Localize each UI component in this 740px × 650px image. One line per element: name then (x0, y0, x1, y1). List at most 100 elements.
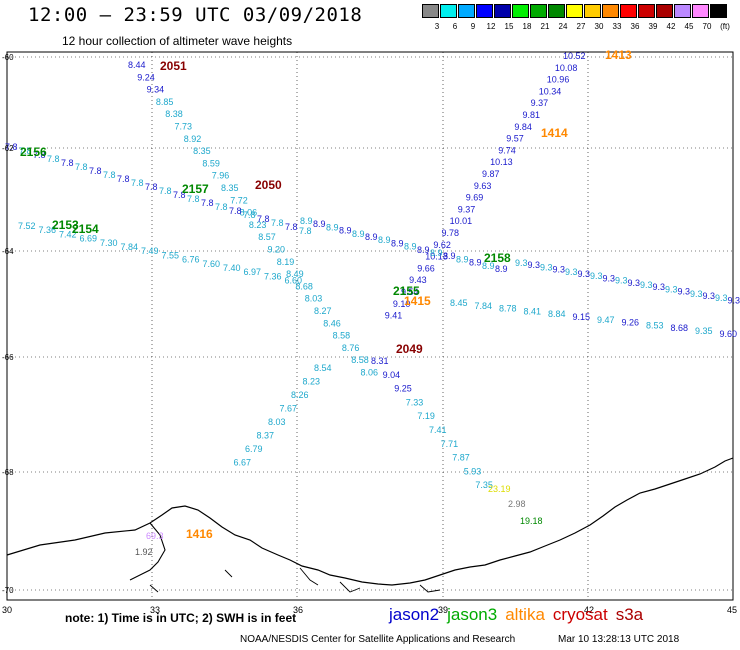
swh-value-dense: 9.3 (565, 267, 578, 277)
swh-value: 7.49 (141, 246, 159, 256)
swh-value-dense: 9.3 (540, 262, 553, 272)
y-tick-label: -68 (2, 468, 14, 477)
swh-value-dense: 7.8 (299, 226, 312, 236)
swh-value: 8.44 (128, 60, 146, 70)
swh-value-dense: 7.8 (5, 142, 18, 152)
legend-jason2: jason2 (389, 605, 440, 624)
swh-value: 8.03 (305, 294, 323, 304)
swh-value-dense: 8.9 (469, 258, 482, 268)
swh-value: 9.62 (433, 240, 451, 250)
map-grid (7, 52, 733, 600)
swh-value-dense: 8.9 (365, 232, 378, 242)
swh-value: 7.73 (175, 122, 193, 132)
colorbar-label: 3 (434, 22, 440, 31)
swh-value: 7.84 (121, 242, 139, 252)
swh-value: 8.19 (277, 257, 295, 267)
generated-timestamp: Mar 10 13:28:13 UTC 2018 (558, 634, 680, 645)
swh-value-dense: 7.8 (131, 178, 144, 188)
axis-tick-labels: 30 33 36 39 42 45 -60 -62 -64 -66 -68 -70 (2, 53, 737, 615)
swh-value: 9.34 (147, 85, 165, 95)
colorbar-swatch (530, 4, 547, 18)
swh-value-dense: 9.3 (615, 276, 628, 286)
swh-value: 9.54 (401, 287, 419, 297)
swh-value-dense: 8.9 (313, 219, 326, 229)
swh-value-dense: 8.9 (300, 216, 313, 226)
swh-value: 8.06 (361, 368, 379, 378)
x-tick-label: 33 (150, 605, 160, 615)
swh-value: 7.67 (280, 404, 298, 414)
swh-value-dense: 7.8 (61, 158, 74, 168)
swh-value-dense: 8.9 (352, 229, 365, 239)
legend-s3a: s3a (615, 605, 644, 624)
swh-value: 9.20 (268, 245, 286, 255)
swh-value: 9.25 (394, 384, 412, 394)
swh-value: 10.34 (539, 86, 562, 96)
swh-value-dense: 8.9 (482, 261, 495, 271)
pass-time-label: 1415 (404, 294, 431, 308)
colorbar-label: 12 (486, 22, 496, 31)
swh-value-dense: 7.8 (159, 186, 172, 196)
swh-value-dense: 8.9 (378, 235, 391, 245)
swh-value-dense: 9.3 (678, 287, 691, 297)
colorbar-label: 9 (470, 22, 476, 31)
swh-value-dense: 7.8 (145, 182, 158, 192)
colorbar-label: 36 (630, 22, 640, 31)
satellite-legend: jason2 jason3 altika cryosat s3a (389, 605, 651, 625)
swh-value: 7.55 (162, 250, 180, 260)
y-tick-label: -64 (2, 247, 14, 256)
swh-value: 6.67 (234, 458, 252, 468)
swh-value-dense: 8.9 (456, 254, 469, 264)
coastline-path (6, 457, 734, 586)
pass-time-label: 2050 (255, 178, 282, 192)
swh-value: 8.38 (165, 109, 183, 119)
swh-value-dense: 7.8 (187, 194, 200, 204)
swh-value: 9.57 (506, 134, 524, 144)
antarctic-coastline (6, 457, 734, 593)
swh-value-dense: 9.3 (640, 280, 653, 290)
colorbar-label: (ft) (720, 22, 730, 31)
swh-value: 8.54 (314, 363, 332, 373)
swh-value-dense: 8.9 (339, 226, 352, 236)
swh-value: 8.58 (351, 355, 369, 365)
pass-time-label: 2157 (182, 182, 209, 196)
swh-value-dense: 7.8 (117, 174, 130, 184)
swh-value: 8.49 (286, 269, 304, 279)
colorbar-swatch (512, 4, 529, 18)
swh-value-dense: 9.3 (515, 258, 528, 268)
colorbar-swatch (692, 4, 709, 18)
swh-value: 10.08 (555, 63, 578, 73)
colorbar-swatch (710, 4, 727, 18)
swh-value: 7.19 (417, 411, 435, 421)
swh-value: 10.01 (450, 216, 473, 226)
swh-value: 7.72 (230, 195, 248, 205)
colorbar-swatch (494, 4, 511, 18)
swh-value-dense: 9.3 (703, 291, 716, 301)
colorbar-label: 39 (648, 22, 658, 31)
colorbar-label: 6 (452, 22, 458, 31)
pass-time-label: 2154 (72, 222, 99, 236)
pass-time-label: 2049 (396, 342, 423, 356)
swh-value: 8.23 (303, 377, 321, 387)
swh-value: 9.66 (417, 263, 435, 273)
swh-value: 9.69 (466, 193, 484, 203)
colorbar-swatch (584, 4, 601, 18)
colorbar-label: 42 (666, 22, 676, 31)
swh-value: 9.26 (622, 318, 640, 328)
swh-value-dense: 7.8 (215, 202, 228, 212)
swh-value-dense: 7.8 (257, 214, 270, 224)
swh-value: 8.35 (221, 183, 239, 193)
swh-value: 9.84 (514, 122, 532, 132)
swh-value: 7.42 (59, 229, 77, 239)
swh-value: 9.74 (498, 145, 516, 155)
swh-value: 8.45 (450, 298, 468, 308)
colorbar-swatch (476, 4, 493, 18)
swh-value-dense: 7.8 (173, 190, 186, 200)
swh-value: 9.15 (573, 312, 591, 322)
swh-value: 7.36 (264, 271, 282, 281)
x-tick-label: 42 (584, 605, 594, 615)
swh-value: 9.37 (531, 98, 549, 108)
swh-value-dense: 8.9 (495, 264, 508, 274)
colorbar-label: 33 (612, 22, 622, 31)
swh-value-dense: 7.8 (75, 162, 88, 172)
